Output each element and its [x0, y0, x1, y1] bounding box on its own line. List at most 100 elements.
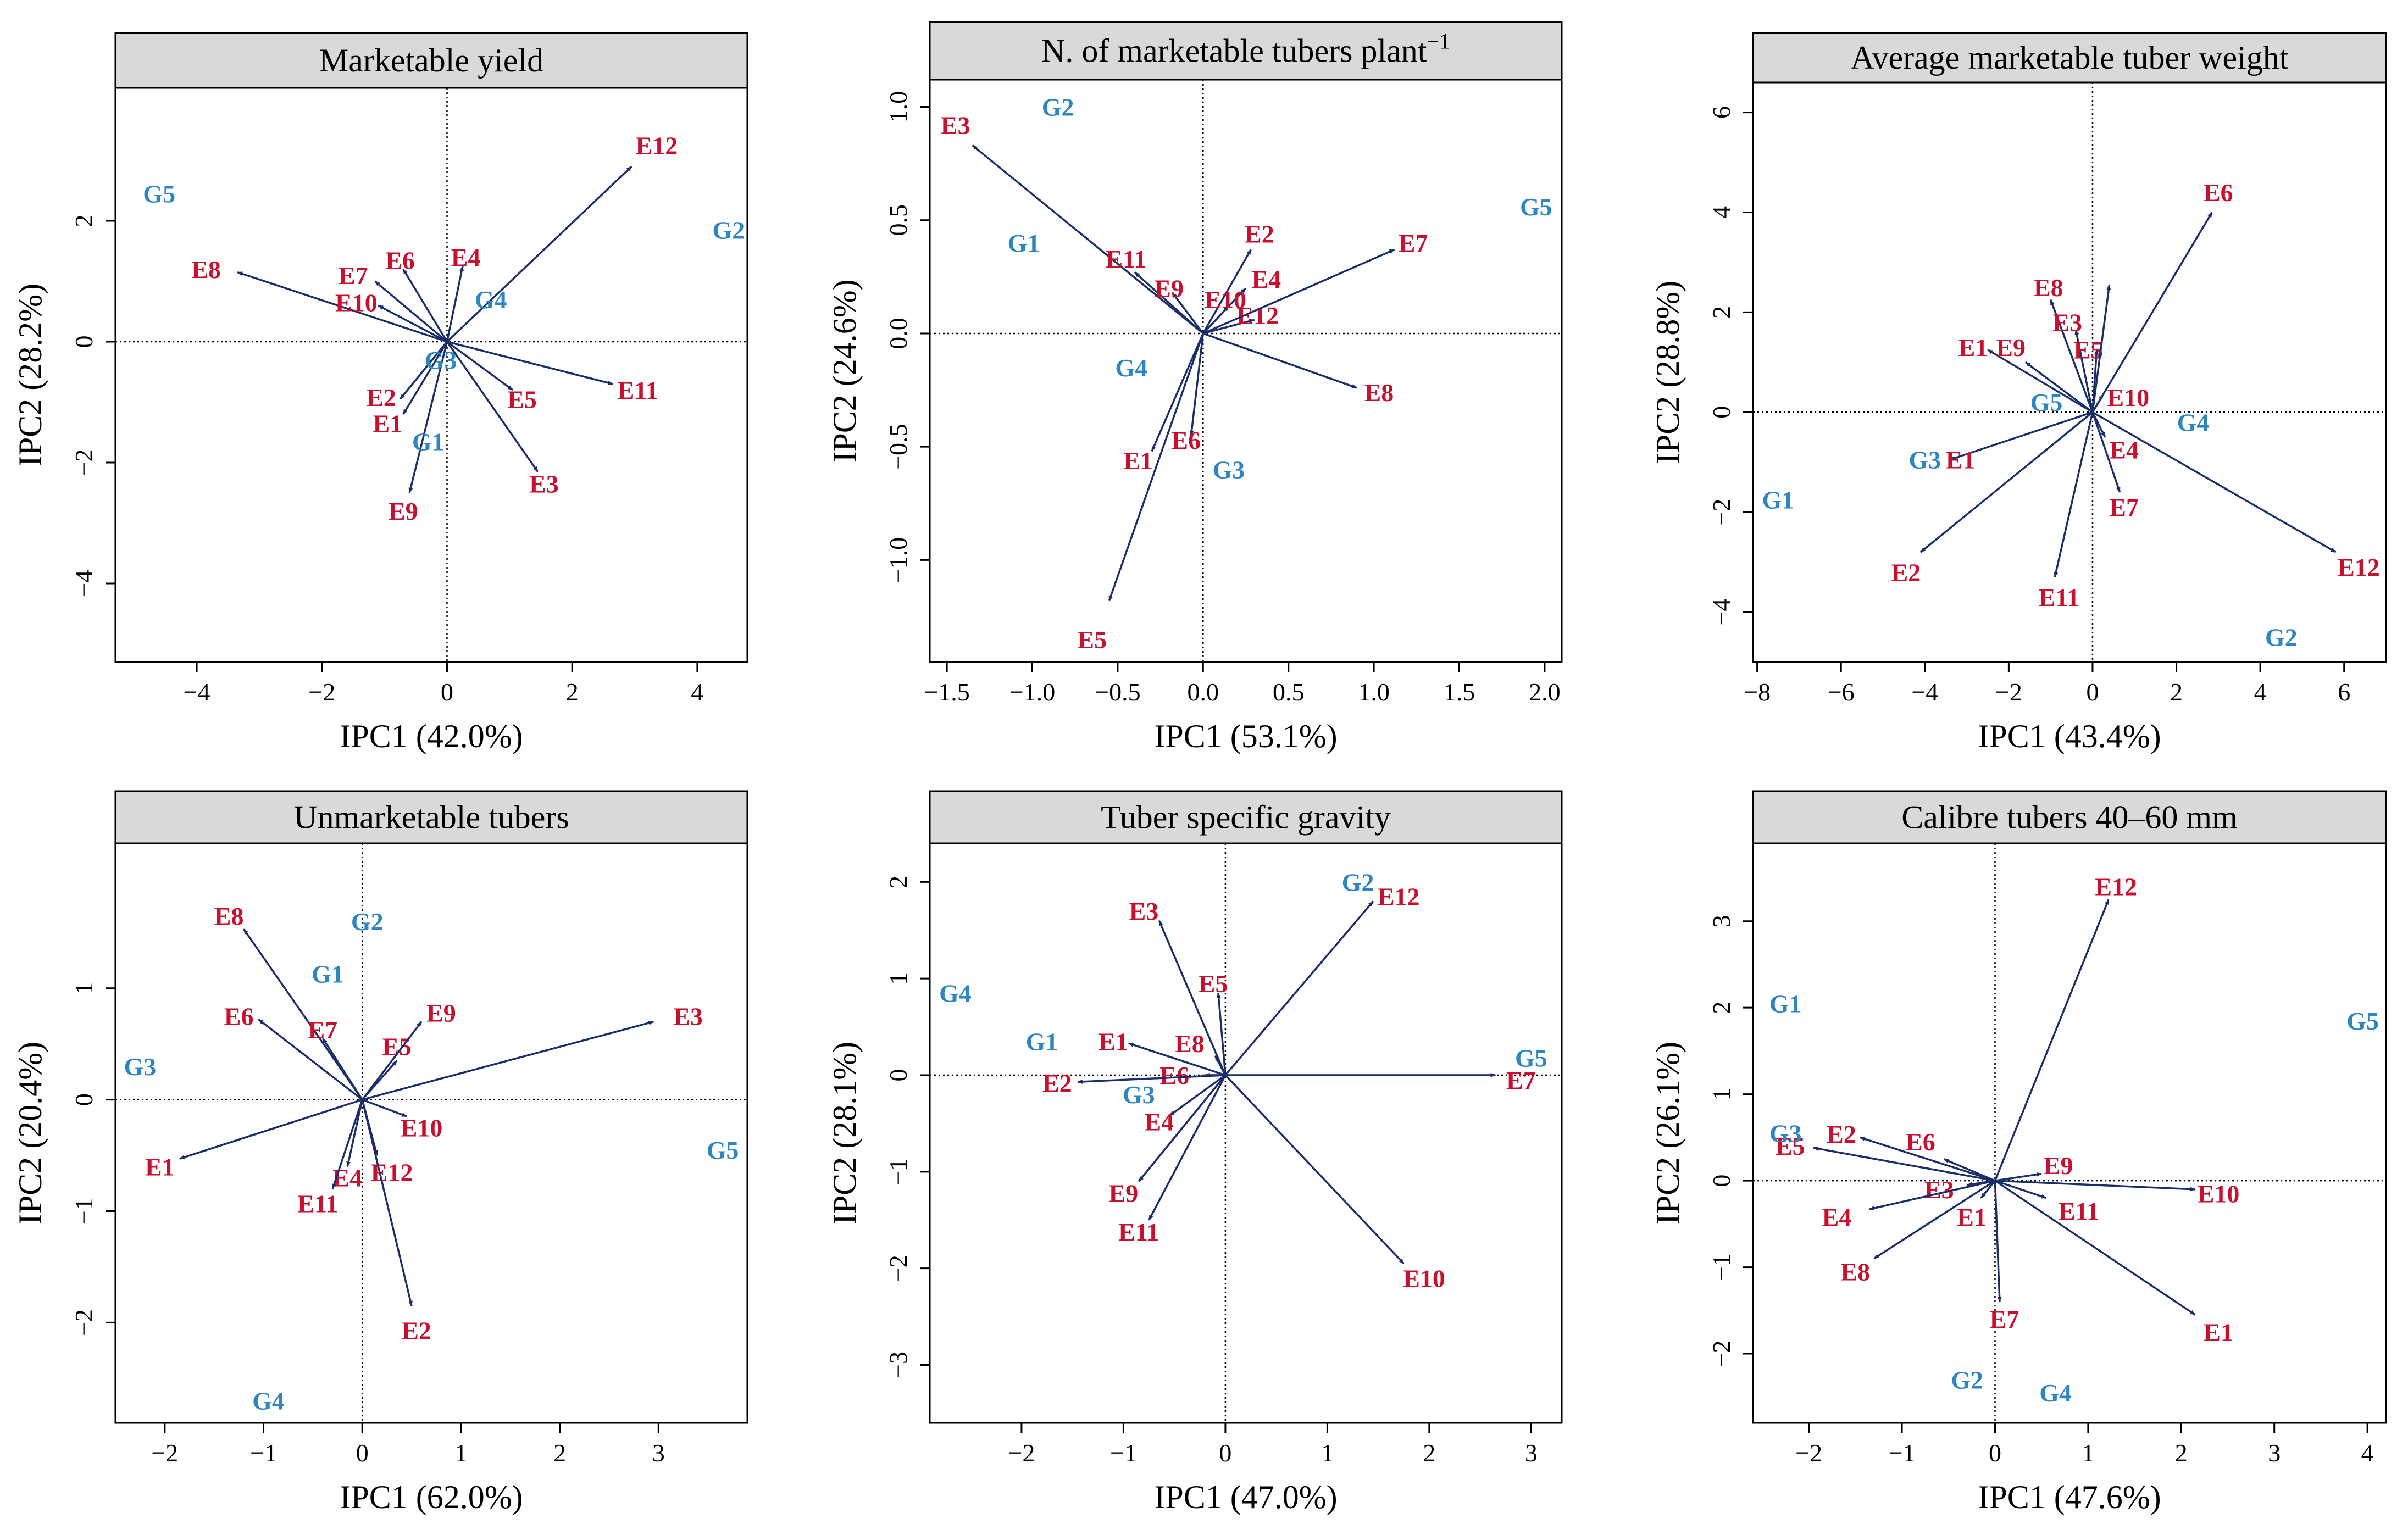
environment-label: E5: [1077, 626, 1107, 654]
environment-label: E2: [402, 1317, 431, 1345]
environment-vector: [1077, 1074, 1225, 1084]
environment-vector: [2054, 411, 2094, 578]
x-tick-label: −1.0: [1009, 678, 1055, 706]
environment-label: E4: [451, 243, 481, 271]
environment-vector: [1813, 1146, 1995, 1182]
environment-label: E11: [1106, 245, 1146, 273]
panel-title: Tuber specific gravity: [1101, 799, 1391, 836]
environment-label: E10: [401, 1114, 443, 1142]
genotype-label: G2: [351, 908, 384, 936]
genotype-label: G5: [1515, 1044, 1547, 1072]
x-tick-label: 6: [2338, 678, 2350, 706]
environment-vector: [237, 271, 448, 343]
x-tick-label: −1.5: [924, 678, 969, 706]
environment-vector: [1216, 992, 1227, 1076]
y-axis-title: IPC2 (28.2%): [12, 283, 48, 466]
environment-label: E6: [1906, 1128, 1935, 1156]
x-axis-title: IPC1 (47.0%): [1154, 1479, 1337, 1515]
panel-title-strip: [929, 790, 1563, 844]
x-tick-label: 1.0: [1358, 678, 1390, 706]
y-axis-title: IPC2 (20.4%): [12, 1042, 48, 1225]
environment-vector: [1980, 1180, 1996, 1199]
environment-label: E7: [1990, 1305, 2019, 1333]
y-tick-label: 2: [1707, 1002, 1735, 1014]
x-axis-title: IPC1 (42.0%): [340, 718, 523, 754]
x-tick-label: 3: [1525, 1439, 1538, 1467]
y-tick-label: −4: [70, 570, 98, 597]
y-axis-title: IPC2 (28.1%): [826, 1042, 863, 1225]
genotype-label: G1: [412, 428, 445, 456]
environment-vector: [1202, 305, 1230, 335]
environment-vector: [1128, 1042, 1226, 1076]
x-tick-label: −2: [1795, 1439, 1822, 1467]
genotype-label: G4: [475, 286, 507, 314]
environment-label: E9: [389, 497, 418, 525]
environment-label: E12: [1378, 883, 1420, 911]
y-tick-label: 0.0: [884, 318, 912, 349]
panel-title-strip: [1752, 790, 2387, 844]
environment-label: E9: [1154, 274, 1184, 302]
environment-label: E8: [191, 255, 221, 283]
environment-vector: [1108, 333, 1204, 602]
environment-label: E8: [214, 902, 244, 930]
environment-vector: [972, 144, 1204, 335]
environment-vector: [446, 165, 632, 343]
environment-label: E3: [2052, 309, 2082, 337]
environment-vector: [258, 1019, 363, 1101]
environment-vector: [1994, 1180, 2196, 1316]
environment-label: E8: [2034, 274, 2063, 302]
x-tick-label: −6: [1828, 678, 1855, 706]
environment-label: E8: [1364, 379, 1394, 407]
environment-label: E2: [1245, 220, 1274, 248]
environment-vector: [362, 1098, 408, 1117]
environment-vector: [447, 341, 614, 385]
x-tick-label: 4: [2361, 1439, 2374, 1467]
panel-title-strip: [114, 32, 748, 89]
biplot-panel-5: Tuber specific gravity −2 −1 0 1 2 3 −3 −2 −1 0 1 2 I…: [826, 790, 1563, 1515]
y-tick-label: −1: [70, 1198, 98, 1225]
genotype-label: G2: [1951, 1366, 1983, 1394]
environment-vector: [361, 1099, 413, 1306]
environment-label: E6: [1171, 426, 1201, 454]
panel-title: Unmarketable tubers: [293, 799, 569, 836]
x-tick-label: 1: [2082, 1439, 2094, 1467]
y-tick-label: 4: [1707, 206, 1735, 219]
environment-vector: [321, 1038, 363, 1100]
environment-label: E10: [2107, 383, 2149, 411]
environment-label: E6: [1159, 1061, 1189, 1089]
environment-vector: [1995, 1172, 2043, 1182]
panel-title-strip: [114, 790, 748, 844]
panel-title: N. of marketable tubers plant−1: [1041, 29, 1450, 69]
environment-vector: [362, 1020, 654, 1101]
y-tick-label: −1: [1707, 1254, 1735, 1281]
environment-vector: [1151, 333, 1204, 452]
environment-label: E7: [1506, 1066, 1536, 1094]
environment-label: E8: [1841, 1258, 1871, 1286]
biplot-panel-4: Unmarketable tubers −2 −1 0 1 2 3 −2 −1 0 1 IPC1 (6…: [12, 790, 748, 1515]
environment-label: E3: [529, 470, 559, 498]
x-tick-label: 0.5: [1273, 678, 1305, 706]
environment-label: E1: [1098, 1027, 1128, 1055]
genotype-label: G4: [2177, 408, 2210, 436]
y-tick-label: 0: [70, 1093, 98, 1106]
environment-vector: [2091, 411, 2121, 493]
environment-vector: [399, 341, 448, 400]
environment-label: E7: [339, 262, 368, 290]
x-axis-title: IPC1 (53.1%): [1154, 718, 1337, 754]
environment-label: E3: [1924, 1176, 1954, 1204]
environment-vector: [2050, 299, 2094, 413]
environment-vector: [446, 265, 464, 342]
environment-vector: [1873, 1180, 1996, 1260]
x-tick-label: −2: [1008, 1439, 1035, 1467]
y-tick-label: 1: [884, 972, 912, 985]
environment-label: E10: [2198, 1180, 2240, 1208]
environment-vector: [1202, 332, 1357, 389]
environment-vector: [346, 1099, 363, 1167]
environment-vector: [408, 341, 448, 493]
environment-label: E3: [673, 1002, 703, 1030]
y-tick-label: −4: [1707, 599, 1735, 626]
x-tick-label: 4: [691, 678, 703, 706]
environment-label: E11: [2039, 583, 2079, 611]
environment-label: E2: [367, 383, 396, 411]
y-tick-label: 1: [1707, 1088, 1735, 1100]
